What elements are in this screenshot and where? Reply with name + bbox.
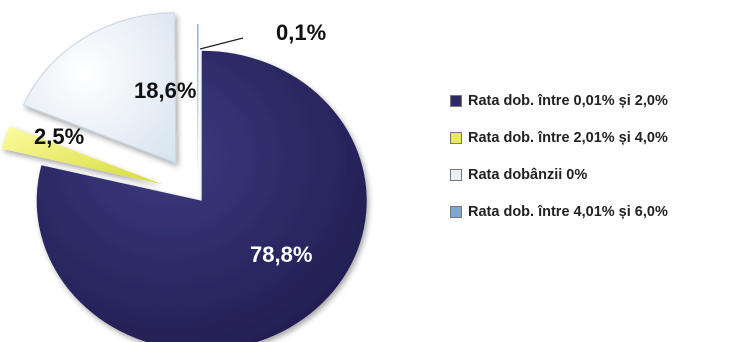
data-label-3: 18,6% xyxy=(134,78,196,103)
legend-item: Rata dobânzii 0% xyxy=(450,166,738,184)
legend-label: Rata dob. între 2,01% și 4,0% xyxy=(468,130,668,146)
data-label-2: 2,5% xyxy=(34,124,84,149)
leader-line xyxy=(199,37,244,50)
pie-slice-4 xyxy=(196,24,199,175)
data-label-4: 0,1% xyxy=(276,20,326,45)
legend-swatch xyxy=(450,206,462,218)
legend-label: Rata dobânzii 0% xyxy=(468,167,588,183)
legend-item: Rata dob. între 0,01% și 2,0% xyxy=(450,92,738,110)
pie-slice-3 xyxy=(22,12,177,164)
legend-swatch xyxy=(450,169,462,181)
legend-label: Rata dob. între 4,01% și 6,0% xyxy=(468,204,668,220)
legend-swatch xyxy=(450,95,462,107)
pie-slice-1 xyxy=(36,50,367,342)
legend-swatch xyxy=(450,132,462,144)
legend-label: Rata dob. între 0,01% și 2,0% xyxy=(468,93,668,109)
data-label-1: 78,8% xyxy=(250,242,312,267)
pie-slice-2 xyxy=(1,126,162,185)
legend-item: Rata dob. între 2,01% și 4,0% xyxy=(450,129,738,147)
legend: Rata dob. între 0,01% și 2,0% Rata dob. î… xyxy=(450,92,738,240)
legend-item: Rata dob. între 4,01% și 6,0% xyxy=(450,203,738,221)
